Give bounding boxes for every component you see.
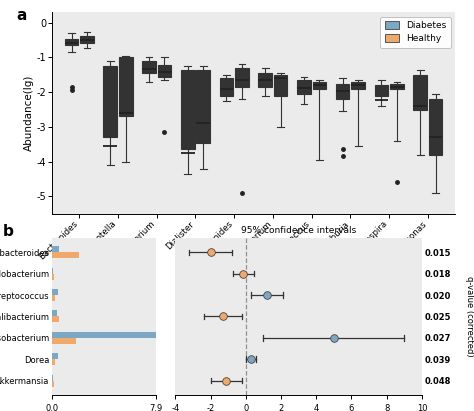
PathPatch shape (80, 36, 94, 43)
PathPatch shape (235, 68, 249, 87)
Bar (52, 310, 57, 316)
Bar (52, 359, 55, 365)
PathPatch shape (219, 79, 233, 96)
Bar (52, 381, 54, 387)
PathPatch shape (142, 61, 156, 73)
PathPatch shape (258, 73, 272, 87)
Text: b: b (2, 224, 13, 239)
Bar (52, 316, 59, 323)
PathPatch shape (103, 66, 117, 137)
PathPatch shape (158, 65, 171, 76)
PathPatch shape (429, 99, 442, 155)
Bar (52, 246, 59, 252)
PathPatch shape (119, 58, 133, 116)
Text: 95% confidence intervals: 95% confidence intervals (241, 226, 356, 235)
PathPatch shape (297, 80, 311, 94)
Bar (52, 289, 58, 295)
Bar (52, 332, 156, 338)
PathPatch shape (390, 83, 404, 89)
Bar (52, 252, 79, 258)
PathPatch shape (196, 69, 210, 143)
PathPatch shape (274, 75, 288, 96)
Bar (52, 353, 58, 359)
PathPatch shape (351, 82, 365, 89)
Bar (52, 274, 54, 279)
Y-axis label: Abundance(lg): Abundance(lg) (24, 75, 34, 151)
Bar (52, 295, 55, 301)
Text: a: a (16, 8, 26, 23)
PathPatch shape (181, 69, 194, 150)
PathPatch shape (413, 75, 427, 110)
Legend: Diabetes, Healthy: Diabetes, Healthy (381, 17, 450, 48)
Bar (52, 268, 53, 274)
PathPatch shape (313, 82, 326, 89)
PathPatch shape (65, 39, 78, 45)
Bar (52, 375, 53, 381)
PathPatch shape (374, 85, 388, 96)
Y-axis label: q-value (corrected): q-value (corrected) (465, 276, 474, 357)
Bar (52, 338, 76, 344)
PathPatch shape (336, 83, 349, 99)
